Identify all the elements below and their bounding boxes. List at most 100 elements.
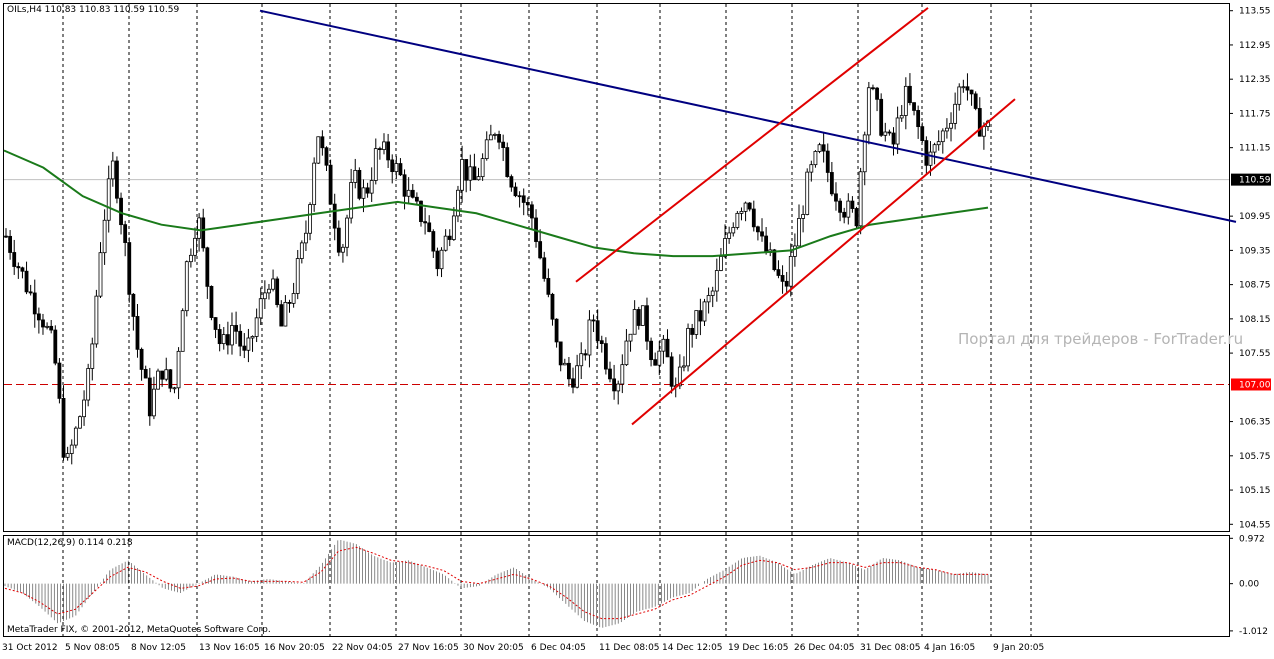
candle-body — [513, 186, 518, 197]
candle-body — [517, 195, 522, 198]
candle-body — [82, 399, 86, 418]
candle-body — [406, 189, 411, 197]
candle-body — [488, 134, 493, 141]
candle-body — [271, 278, 275, 290]
candle-body — [595, 320, 600, 342]
macd-header: MACD(12,26,9) 0.114 0.218 — [7, 538, 133, 548]
candle-body — [706, 295, 711, 303]
price-tick-label: 109.35 — [1239, 246, 1271, 256]
macd-pane-frame — [3, 535, 1230, 637]
price-tick-label: 112.95 — [1239, 41, 1271, 51]
time-tick-label: 13 Nov 16:05 — [199, 643, 260, 653]
channel-upper-line — [575, 7, 929, 283]
candle-body — [53, 329, 58, 364]
candle-body — [123, 224, 128, 243]
candle-body — [451, 215, 456, 240]
candle-body — [324, 147, 329, 166]
candle-body — [640, 305, 645, 326]
candle-body — [550, 293, 555, 320]
candle-body — [546, 278, 551, 295]
candle-body — [106, 178, 111, 221]
current-price-tag — [1231, 173, 1271, 186]
candle-body — [727, 232, 732, 239]
candle-body — [558, 341, 563, 366]
macd-tick-label: -1.012 — [1239, 627, 1268, 637]
candle-body — [472, 166, 477, 181]
candle-body — [336, 227, 341, 253]
candle-body — [784, 280, 789, 287]
candle-body — [567, 362, 571, 380]
candle-body — [813, 151, 818, 166]
candle-body — [225, 334, 230, 346]
symbol-timeframe: OILs,H4 — [7, 5, 42, 15]
candle-body — [764, 235, 769, 253]
time-tick-label: 30 Nov 20:05 — [463, 643, 524, 653]
candle-body — [525, 202, 530, 206]
candle-body — [312, 162, 317, 205]
candle-body — [295, 258, 300, 294]
candle-body — [258, 298, 263, 319]
candle-body — [862, 134, 867, 173]
candle-body — [788, 255, 793, 287]
candle-body — [262, 292, 267, 300]
candle-body — [246, 337, 251, 351]
time-tick-label: 4 Jan 16:05 — [924, 643, 975, 653]
candle-body — [624, 340, 629, 366]
candle-body — [78, 416, 82, 429]
candle-body — [969, 89, 974, 95]
candle-body — [760, 231, 764, 237]
time-tick-label: 11 Dec 08:05 — [599, 643, 660, 653]
candle-body — [345, 217, 349, 248]
candle-body — [390, 159, 395, 173]
candle-body — [73, 427, 78, 446]
candle-body — [961, 86, 966, 89]
candle-body — [850, 200, 855, 209]
candle-body — [858, 171, 863, 227]
candle-body — [743, 202, 748, 212]
candle-body — [751, 208, 756, 228]
time-tick-label: 31 Dec 08:05 — [860, 643, 921, 653]
candle-body — [267, 288, 271, 294]
candle-body — [460, 159, 464, 191]
candle-body — [414, 196, 419, 202]
candle-body — [719, 256, 723, 271]
candle-body — [456, 189, 460, 217]
candle-body — [579, 353, 584, 367]
candle-body — [805, 171, 810, 215]
candle-body — [694, 310, 699, 335]
candle-body — [49, 325, 54, 331]
price-tick-label: 108.15 — [1239, 315, 1271, 325]
candle-body — [238, 330, 243, 347]
candle-body — [139, 348, 144, 370]
candle-body — [94, 295, 99, 345]
candle-body — [628, 333, 633, 342]
candle-body — [217, 329, 222, 345]
time-tick-label: 22 Nov 04:05 — [332, 643, 393, 653]
candle-body — [603, 343, 608, 370]
candle-body — [439, 249, 444, 270]
candle-body — [168, 369, 173, 389]
candle-body — [431, 231, 436, 252]
price-tick-label: 109.95 — [1239, 212, 1271, 222]
candle-body — [160, 370, 165, 380]
price-tick-label: 105.75 — [1239, 452, 1271, 462]
candle-body — [977, 108, 982, 137]
candle-body — [616, 383, 621, 392]
candle-body — [304, 232, 308, 244]
candle-body — [871, 87, 875, 90]
candle-body — [135, 316, 140, 350]
time-tick-label: 31 Oct 2012 — [2, 643, 58, 653]
candle-body — [443, 235, 448, 251]
candle-body — [653, 359, 658, 366]
candle-body — [316, 136, 321, 164]
candle-body — [690, 327, 695, 335]
time-tick-label: 19 Dec 16:05 — [728, 643, 789, 653]
candle-body — [279, 304, 284, 327]
candle-body — [398, 163, 403, 176]
candle-body — [127, 242, 132, 295]
time-tick-label: 27 Nov 16:05 — [398, 643, 459, 653]
candle-body — [110, 160, 115, 180]
candle-body — [386, 141, 391, 161]
